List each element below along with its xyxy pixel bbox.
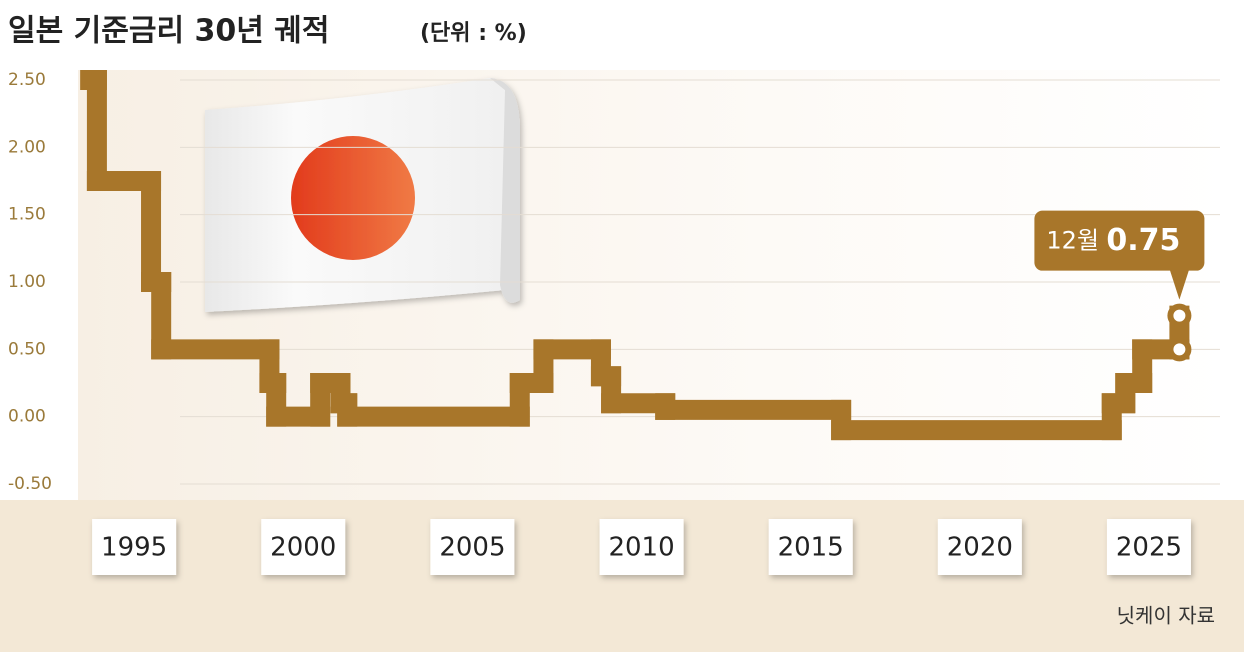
callout-pointer bbox=[1169, 268, 1190, 300]
x-tick-box bbox=[768, 519, 853, 575]
y-tick-label: 1.00 bbox=[8, 272, 46, 292]
y-tick-label: 2.00 bbox=[8, 137, 46, 157]
flag bbox=[205, 78, 520, 312]
value-label: 0.75 bbox=[1106, 223, 1180, 258]
source-label: 닛케이 자료 bbox=[1117, 604, 1215, 628]
point-marker bbox=[1167, 303, 1192, 328]
x-tick-box bbox=[1106, 519, 1191, 575]
unit-label: (단위 : %) bbox=[420, 21, 527, 46]
y-tick-label: 1.50 bbox=[8, 205, 46, 225]
y-tick-label: -0.50 bbox=[8, 474, 52, 494]
x-tick-box bbox=[937, 519, 1022, 575]
plot: -0.50 0.00 0.50 1.00 1.50 2.00 2.50 1995 2000 200… bbox=[8, 70, 1220, 575]
x-tick-box bbox=[92, 519, 177, 575]
point-marker bbox=[1167, 337, 1192, 362]
x-tick-label: 2025 bbox=[1116, 533, 1182, 563]
y-tick-label: 2.50 bbox=[8, 70, 46, 90]
callout-box bbox=[1034, 210, 1205, 271]
x-tick-label: 2005 bbox=[439, 533, 505, 563]
y-tick-label: 0.50 bbox=[8, 339, 46, 359]
x-tick-box bbox=[261, 519, 346, 575]
x-tick-label: 2020 bbox=[947, 533, 1013, 563]
x-tick-label: 2010 bbox=[608, 533, 674, 563]
x-tick-label: 1995 bbox=[101, 533, 167, 563]
x-tick-label: 2000 bbox=[270, 533, 336, 563]
callout-label: 12월 bbox=[1046, 227, 1099, 255]
flag-sun bbox=[291, 136, 415, 260]
y-tick-label: 0.00 bbox=[8, 407, 46, 427]
flag-fold bbox=[490, 78, 520, 303]
chart-title: 일본 기준금리 30년 궤적 bbox=[8, 14, 329, 49]
x-tick-box bbox=[430, 519, 515, 575]
x-tick-label: 2015 bbox=[778, 533, 844, 563]
x-tick-box bbox=[599, 519, 684, 575]
